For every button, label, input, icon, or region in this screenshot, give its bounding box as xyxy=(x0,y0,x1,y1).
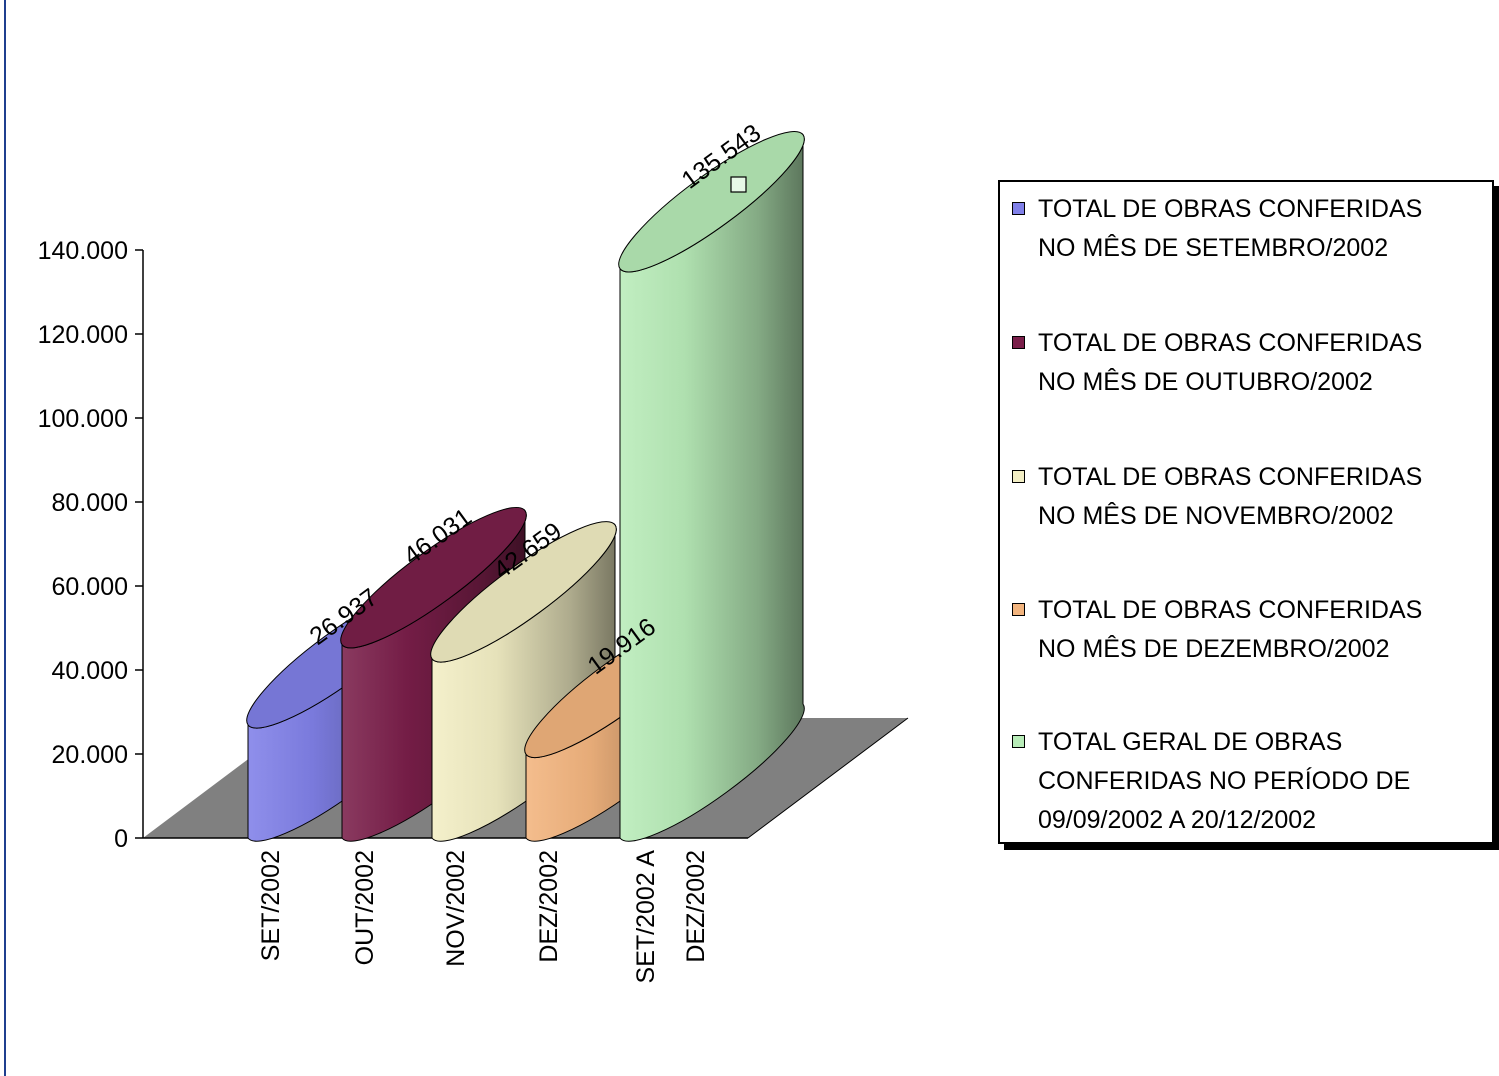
y-tick-label: 0 xyxy=(114,825,128,853)
legend-label: TOTAL DE OBRAS CONFERIDAS NO MÊS DE NOVE… xyxy=(1038,463,1423,530)
category-label: DEZ/2002 xyxy=(682,850,710,963)
series-marker-icon xyxy=(730,176,747,193)
y-tick-label: 20.000 xyxy=(52,741,128,769)
y-tick-label: 80.000 xyxy=(52,489,128,517)
legend-swatch xyxy=(1012,603,1025,616)
y-tick-label: 40.000 xyxy=(52,657,128,685)
legend-swatch xyxy=(1012,336,1025,349)
bar-5 xyxy=(618,131,805,842)
y-tick-label: 120.000 xyxy=(38,321,128,349)
bar-top xyxy=(430,521,617,663)
y-tick-label: 60.000 xyxy=(52,573,128,601)
legend-label: TOTAL DE OBRAS CONFERIDAS NO MÊS DE DEZE… xyxy=(1038,596,1423,663)
y-tick-label: 140.000 xyxy=(38,237,128,265)
category-labels: SET/2002 OUT/2002 NOV/2002 DEZ/2002 SET/2002… xyxy=(257,850,710,984)
bar-top xyxy=(618,131,805,273)
legend-swatch xyxy=(1012,735,1025,748)
floor-right-edge xyxy=(747,717,909,839)
category-label: OUT/2002 xyxy=(351,850,379,965)
category-label: DEZ/2002 xyxy=(535,850,563,963)
legend-label: TOTAL DE OBRAS CONFERIDAS NO MÊS DE SETE… xyxy=(1038,195,1423,262)
bar-top xyxy=(340,506,527,649)
category-label: SET/2002 xyxy=(257,850,285,961)
legend: TOTAL DE OBRAS CONFERIDAS NO MÊS DE SETE… xyxy=(998,180,1494,844)
y-axis-ticks: 0 20.000 40.000 60.000 80.000 100.000 120.000 1… xyxy=(38,237,143,853)
legend-label: TOTAL DE OBRAS CONFERIDAS NO MÊS DE OUTU… xyxy=(1038,329,1423,396)
chart-plot: 0 20.000 40.000 60.000 80.000 100.000 120.000 1… xyxy=(38,119,909,984)
legend-swatch xyxy=(1012,202,1025,215)
legend-label: TOTAL GERAL DE OBRAS CONFERIDAS NO PERÍO… xyxy=(1038,728,1411,834)
category-label: SET/2002 A xyxy=(632,850,660,984)
bars xyxy=(246,131,805,842)
y-tick-label: 100.000 xyxy=(38,405,128,433)
category-label: NOV/2002 xyxy=(442,850,470,967)
legend-swatch xyxy=(1012,470,1025,483)
page-left-border xyxy=(4,0,6,1076)
